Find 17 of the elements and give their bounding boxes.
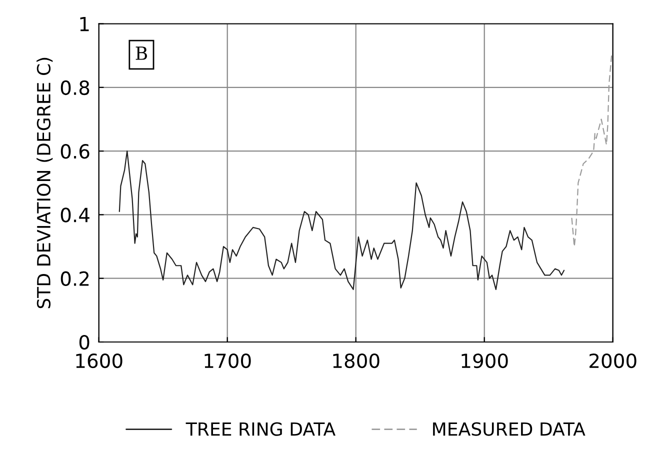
x-tick-label: 1700: [204, 353, 251, 368]
y-tick-label: 0.6: [60, 144, 90, 159]
line-series: [571, 55, 612, 248]
annotation: B: [136, 46, 147, 60]
x-tick-label: 2000: [590, 353, 636, 368]
y-tick-label: 0.8: [60, 80, 90, 96]
x-tick-label: 1900: [462, 353, 508, 368]
x-tick-label: 1800: [333, 353, 380, 368]
legend-label: MEASURED DATA: [433, 422, 586, 436]
y-tick-label: 0: [79, 334, 90, 350]
y-tick-label: 0.4: [60, 208, 90, 222]
x-tick-label: 1600: [76, 353, 122, 368]
line-series: [118, 150, 565, 290]
legend-label: TREE RING DATA: [186, 422, 336, 436]
y-axis-title: STD DEVIATION (DEGREE C): [36, 58, 53, 308]
y-tick-label: 0.2: [60, 271, 89, 286]
y-tick-label: 1: [80, 16, 89, 32]
